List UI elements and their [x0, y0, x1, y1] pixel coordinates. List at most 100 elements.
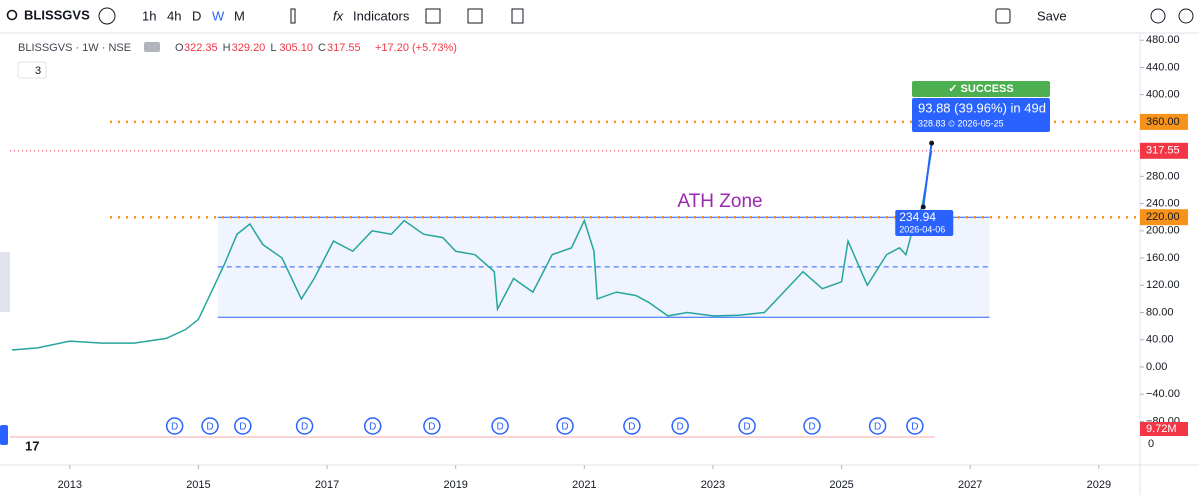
dividend-marker: [201, 417, 219, 435]
x-tick-label: 2019: [443, 479, 467, 491]
dividend-marker: [165, 417, 184, 435]
y-tick-label: 200.00: [1146, 225, 1180, 237]
success-badge: [912, 81, 1050, 97]
dividend-label: D: [428, 422, 435, 433]
symbol[interactable]: BLISSGVS: [24, 7, 90, 22]
alert-icon[interactable]: [467, 8, 483, 24]
indicators-button[interactable]: Indicators: [353, 8, 410, 23]
indicator-toggle[interactable]: [17, 61, 47, 79]
x-tick-label: 2027: [958, 479, 982, 491]
dividend-marker: [906, 417, 924, 435]
dividend-label: D: [171, 422, 178, 433]
fx-icon[interactable]: fx: [333, 8, 344, 23]
volume-axis-label: 0: [1148, 438, 1154, 450]
x-tick-label: 2017: [315, 479, 339, 491]
x-tick-label: 2013: [58, 479, 82, 491]
logo: 17: [25, 438, 39, 453]
chart-type-icon[interactable]: [290, 8, 296, 24]
snapshot-icon[interactable]: [1178, 8, 1194, 24]
toolbar: [0, 0, 1199, 33]
settings-icon[interactable]: [1150, 8, 1166, 24]
y-tick-label: 40.00: [1146, 334, 1174, 346]
interval[interactable]: W: [212, 8, 225, 23]
ohlc-value: 322.35: [184, 42, 218, 54]
x-tick-label: 2021: [572, 479, 596, 491]
trade-target: [929, 140, 935, 146]
dividend-marker: [671, 417, 689, 435]
dividend-marker: [295, 417, 314, 435]
y-tick-label: 480.00: [1146, 34, 1180, 46]
dividend-label: D: [808, 422, 815, 433]
x-tick-label: 2015: [186, 479, 210, 491]
trash-icon[interactable]: [511, 8, 524, 24]
dividend-marker: [623, 417, 641, 435]
ohlc-key: O: [175, 42, 184, 54]
dividend-label: D: [743, 422, 750, 433]
side-tab[interactable]: [0, 425, 8, 445]
ohlc-value: 305.10: [279, 42, 313, 54]
last-price-tag: [1140, 142, 1188, 159]
y-tick-label: 160.00: [1146, 252, 1180, 264]
result-box: [912, 98, 1050, 132]
volume-tag: [1140, 422, 1188, 436]
target-label: 328.83 ⏲ 2026-05-25: [918, 118, 1004, 128]
add-symbol[interactable]: [98, 7, 116, 25]
y-tick-label: 440.00: [1146, 61, 1180, 73]
dividend-label: D: [301, 422, 308, 433]
legend-ohlc: O 322.35 H 329.20 L 305.10 C 317.55: [175, 42, 361, 54]
dividend-marker: [556, 417, 574, 435]
ohlc-key: L: [270, 42, 276, 54]
legend-eye[interactable]: [144, 42, 160, 52]
y-tick-label: 80.00: [1146, 306, 1174, 318]
y-tick-label: 240.00: [1146, 197, 1180, 209]
dividend-label: D: [677, 422, 684, 433]
interval[interactable]: 1h: [142, 8, 156, 23]
search-icon[interactable]: [6, 9, 18, 21]
trade-arrow: [922, 142, 933, 208]
interval[interactable]: D: [192, 8, 201, 23]
level-tag: [1140, 113, 1188, 130]
price-line: [11, 150, 933, 351]
interval[interactable]: M: [234, 8, 245, 23]
dividend-label: D: [206, 422, 213, 433]
entry-date: 2026-04-06: [899, 224, 945, 234]
ohlc-value: 317.55: [327, 42, 361, 54]
ohlc-value: 329.20: [232, 42, 266, 54]
zone-box: [217, 217, 990, 318]
ohlc-key: C: [318, 42, 326, 54]
dividend-marker: [868, 417, 887, 435]
x-tick-label: 2029: [1087, 479, 1111, 491]
dividend-marker: [738, 417, 756, 435]
success-label: ✓ SUCCESS: [948, 83, 1013, 95]
y-tick-label: 400.00: [1146, 89, 1180, 101]
y-tick-label: 0.00: [1146, 361, 1167, 373]
y-tick-label: −40.00: [1146, 388, 1180, 400]
x-tick-label: 2023: [701, 479, 725, 491]
save-button[interactable]: Save: [1037, 8, 1067, 23]
layout-icon[interactable]: [995, 8, 1011, 24]
dividend-marker: [803, 417, 821, 435]
dividend-label: D: [239, 422, 246, 433]
dividend-label: D: [628, 422, 635, 433]
legend-change: +17.20 (+5.73%): [375, 42, 457, 54]
ohlc-key: H: [223, 42, 231, 54]
dividend-label: D: [561, 422, 568, 433]
entry-label: 234.94: [899, 210, 936, 224]
y-tick-label: 280.00: [1146, 170, 1180, 182]
trade-entry: [920, 204, 926, 210]
legend-title: BLISSGVS · 1W · NSE: [18, 42, 131, 54]
dividend-label: D: [369, 422, 376, 433]
volume-label: 9.72M: [1146, 423, 1177, 435]
interval[interactable]: 4h: [167, 8, 181, 23]
dividend-label: D: [911, 422, 918, 433]
templates-icon[interactable]: [425, 8, 441, 24]
dividend-marker: [491, 417, 509, 435]
side-handle[interactable]: [0, 252, 10, 312]
level-label: 220.00: [1146, 211, 1180, 223]
entry-box: [895, 210, 954, 237]
indicator-count[interactable]: 3: [35, 65, 41, 77]
dividend-label: D: [496, 422, 503, 433]
level-tag: [1140, 209, 1188, 226]
